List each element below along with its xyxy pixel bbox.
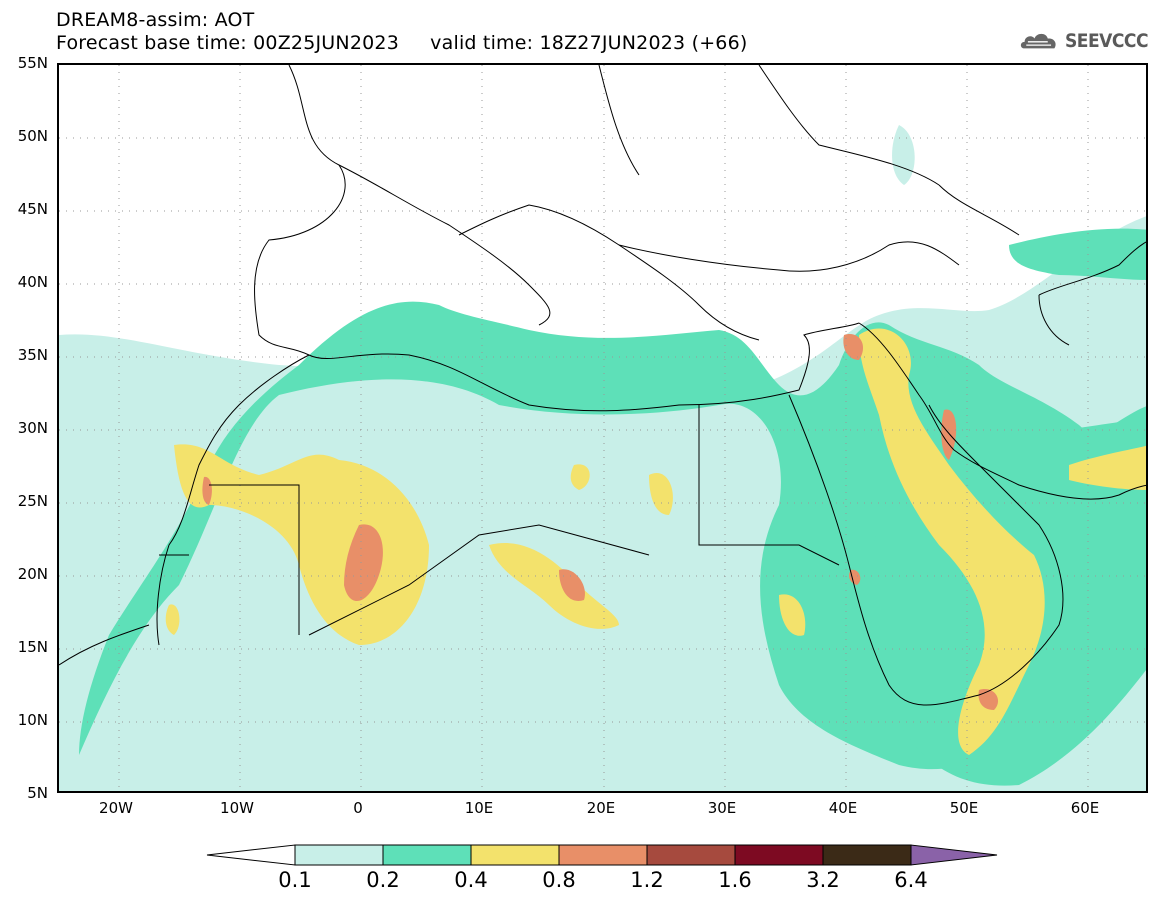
lat-label: 30N <box>17 419 48 437</box>
seevccc-logo: SEEVCCC <box>1018 24 1149 58</box>
lon-label: 10E <box>464 799 494 817</box>
logo-text: SEEVCCC <box>1064 30 1149 52</box>
colorbar-bin <box>382 844 472 866</box>
colorbar-bin <box>470 844 560 866</box>
lat-label: 35N <box>17 346 48 364</box>
colorbar-bin <box>734 844 824 866</box>
colorbar-bin <box>646 844 736 866</box>
colorbar-high-arrow <box>910 844 998 866</box>
lon-label: 60E <box>1070 799 1100 817</box>
graticule <box>59 65 1146 791</box>
lat-label: 40N <box>17 273 48 291</box>
lat-label: 45N <box>17 200 48 218</box>
lat-label: 15N <box>17 638 48 656</box>
lon-label: 30E <box>707 799 737 817</box>
lat-label: 55N <box>17 54 48 72</box>
colorbar-bin <box>558 844 648 866</box>
aot-field <box>59 65 1146 791</box>
lat-label: 10N <box>17 711 48 729</box>
colorbar-label: 1.2 <box>630 868 664 892</box>
aot-map <box>57 63 1148 793</box>
coastlines <box>59 65 1146 706</box>
colorbar-label: 0.4 <box>454 868 488 892</box>
colorbar-label: 0.8 <box>542 868 576 892</box>
lon-label: 50E <box>949 799 979 817</box>
cloud-logo-icon <box>1020 33 1056 49</box>
forecast-times: Forecast base time: 00Z25JUN2023 valid t… <box>56 32 748 54</box>
colorbar-label: 3.2 <box>806 868 840 892</box>
colorbar-bin <box>822 844 912 866</box>
lat-label: 25N <box>17 492 48 510</box>
lon-label: 20W <box>99 799 133 817</box>
colorbar-label: 1.6 <box>718 868 752 892</box>
colorbar-label: 0.1 <box>278 868 312 892</box>
lon-label: 20E <box>586 799 616 817</box>
lon-label: 0 <box>353 799 363 817</box>
colorbar-label: 0.2 <box>366 868 400 892</box>
lat-label: 20N <box>17 565 48 583</box>
lat-label: 5N <box>27 784 48 802</box>
colorbar-bin <box>294 844 384 866</box>
lon-label: 40E <box>828 799 858 817</box>
aot-shade-0.8 <box>202 334 999 710</box>
chart-title: DREAM8-assim: AOT <box>56 9 255 31</box>
colorbar-low-arrow <box>206 844 296 866</box>
colorbar-label: 6.4 <box>894 868 928 892</box>
lon-label: 10W <box>220 799 254 817</box>
lat-label: 50N <box>17 127 48 145</box>
